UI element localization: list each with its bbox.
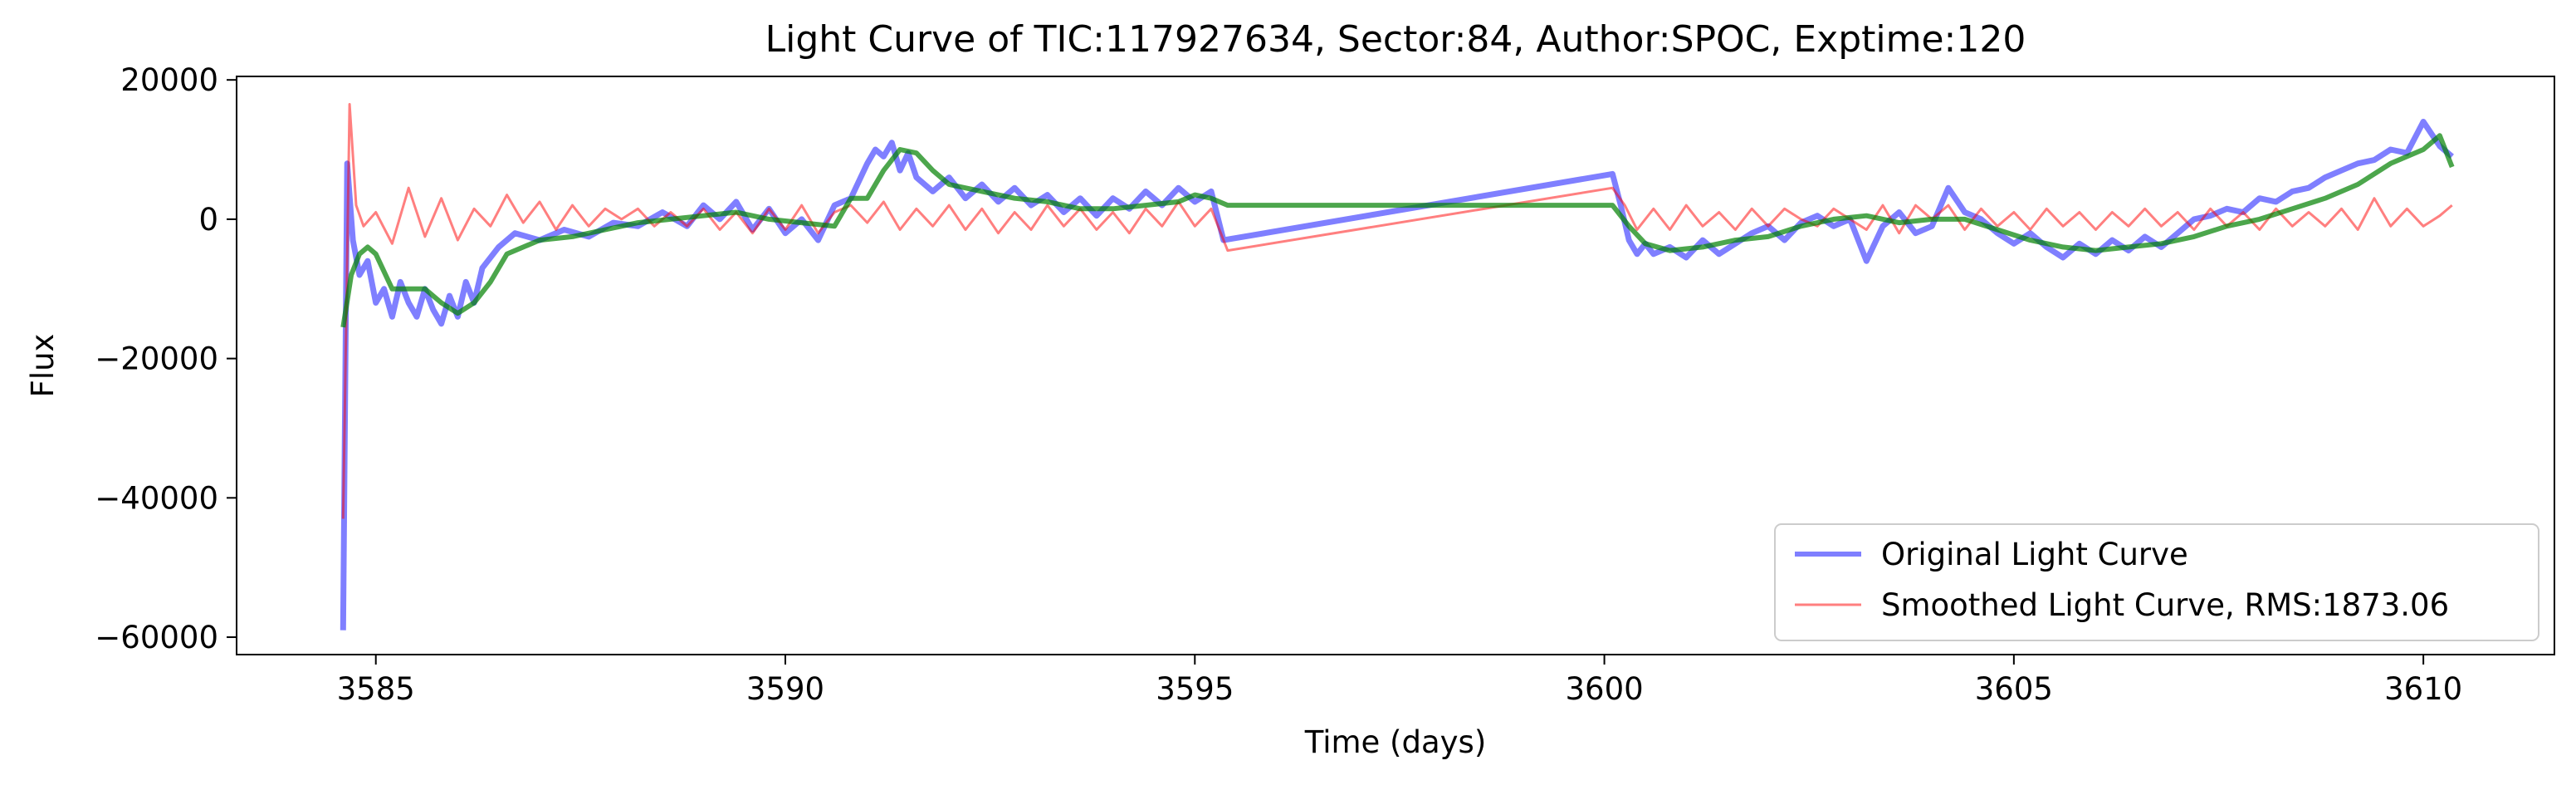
y-axis: 20000 0 −20000 −40000 −60000 <box>95 62 237 655</box>
legend-label-original: Original Light Curve <box>1881 537 2188 572</box>
legend-label-smoothed: Smoothed Light Curve, RMS:1873.06 <box>1881 587 2449 623</box>
y-tick-label: −40000 <box>95 480 218 516</box>
y-tick-label: 0 <box>198 202 218 238</box>
series-trend-line <box>340 133 2455 328</box>
plot-frame <box>236 76 2555 655</box>
series-smoothed-line <box>341 103 2453 519</box>
x-tick-label: 3600 <box>1565 671 1643 707</box>
x-tick-label: 3585 <box>337 671 415 707</box>
legend-box <box>1774 523 2539 641</box>
x-tick-label: 3595 <box>1156 671 1234 707</box>
y-axis-label: Flux <box>25 334 61 398</box>
x-axis: 3585 3590 3595 3600 3605 3610 <box>337 655 2462 707</box>
y-tick-label: −60000 <box>95 620 218 655</box>
x-tick-label: 3605 <box>1975 671 2053 707</box>
plot-area <box>236 76 2555 655</box>
y-tick-label: −20000 <box>95 341 218 377</box>
legend: Original Light Curve Smoothed Light Curv… <box>1774 523 2539 641</box>
x-tick-label: 3590 <box>746 671 824 707</box>
series-layer <box>340 103 2455 630</box>
x-tick-label: 3610 <box>2384 671 2462 707</box>
y-tick-label: 20000 <box>120 62 218 98</box>
chart-title: Light Curve of TIC:117927634, Sector:84,… <box>765 18 2026 61</box>
x-axis-label: Time (days) <box>1304 724 1487 760</box>
